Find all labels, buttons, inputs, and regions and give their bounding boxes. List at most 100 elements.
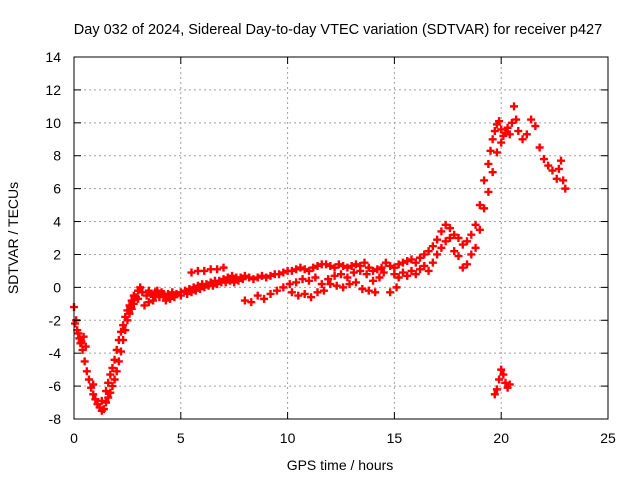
data-point <box>386 288 395 297</box>
data-point <box>238 275 247 284</box>
data-point <box>407 255 416 264</box>
data-point <box>168 288 177 297</box>
data-point <box>445 234 454 242</box>
data-point <box>324 275 333 284</box>
data-point <box>119 321 128 330</box>
data-point <box>104 378 113 387</box>
data-point <box>358 285 367 294</box>
data-point <box>104 393 113 402</box>
data-point <box>445 224 454 233</box>
data-point <box>322 260 331 269</box>
data-point <box>287 266 296 275</box>
y-tick-label: -4 <box>49 345 62 361</box>
data-point <box>187 268 196 277</box>
data-point <box>123 306 132 315</box>
data-point <box>475 225 484 234</box>
data-point <box>490 390 499 399</box>
data-point <box>89 390 98 399</box>
data-point <box>304 276 313 285</box>
data-point <box>398 258 407 267</box>
data-point <box>292 265 301 274</box>
data-point <box>339 261 348 270</box>
data-point <box>554 164 563 173</box>
data-point <box>285 280 294 289</box>
data-point <box>213 265 222 274</box>
data-point <box>490 127 499 136</box>
data-point <box>228 271 237 280</box>
data-point <box>334 260 343 269</box>
data-point <box>82 367 91 376</box>
data-point <box>420 250 429 259</box>
data-point <box>187 288 196 297</box>
data-point <box>134 294 143 303</box>
data-point <box>326 280 335 289</box>
data-point <box>183 289 192 298</box>
data-point <box>364 286 373 295</box>
data-point <box>84 375 93 384</box>
data-point <box>116 327 125 336</box>
data-point <box>266 271 275 280</box>
data-point <box>463 260 472 269</box>
data-point <box>279 268 288 277</box>
data-point <box>304 266 313 275</box>
data-point <box>356 266 365 275</box>
data-point <box>433 250 442 259</box>
data-point <box>535 143 544 152</box>
data-point <box>345 280 354 289</box>
data-point <box>213 280 222 289</box>
x-tick-label: 5 <box>177 430 185 446</box>
x-tick-label: 25 <box>600 430 616 446</box>
data-point <box>262 273 271 282</box>
data-point <box>300 289 309 298</box>
data-point <box>362 270 371 279</box>
data-point <box>552 174 561 183</box>
plot-frame <box>73 56 609 420</box>
data-point <box>110 375 119 384</box>
data-point <box>559 176 568 185</box>
data-point <box>390 270 399 279</box>
data-point <box>441 237 450 246</box>
data-point <box>129 291 138 300</box>
data-point <box>142 291 151 300</box>
data-point <box>279 283 288 292</box>
data-point <box>298 275 307 284</box>
data-point <box>375 273 384 282</box>
data-point <box>403 257 412 266</box>
data-point <box>159 289 168 298</box>
data-point <box>416 253 425 262</box>
data-point <box>230 278 239 287</box>
data-point <box>79 332 88 341</box>
data-point <box>454 234 463 242</box>
data-point <box>144 286 153 295</box>
data-point <box>492 148 501 157</box>
data-point <box>253 273 262 282</box>
data-point <box>420 261 429 270</box>
data-point <box>360 258 369 267</box>
data-point <box>492 385 501 394</box>
data-point <box>437 227 446 236</box>
data-point <box>398 268 407 277</box>
data-point <box>155 293 164 302</box>
data-point <box>219 263 228 272</box>
data-point <box>557 156 566 165</box>
data-points <box>70 102 570 415</box>
data-point <box>497 138 506 147</box>
data-point <box>191 286 200 295</box>
data-point <box>121 326 130 335</box>
data-point <box>73 326 82 335</box>
x-tick-label: 15 <box>387 430 403 446</box>
data-point <box>225 276 234 285</box>
y-tick-label: 12 <box>45 82 61 98</box>
data-point <box>99 405 108 414</box>
data-point <box>102 398 111 407</box>
data-point <box>319 286 328 295</box>
data-point <box>330 263 339 272</box>
y-tick-label: -6 <box>49 378 62 394</box>
data-point <box>510 102 519 111</box>
data-point <box>369 266 378 275</box>
data-point <box>561 184 570 193</box>
data-point <box>161 296 170 305</box>
data-point <box>441 220 450 229</box>
data-point <box>450 230 459 239</box>
data-point <box>364 263 373 272</box>
